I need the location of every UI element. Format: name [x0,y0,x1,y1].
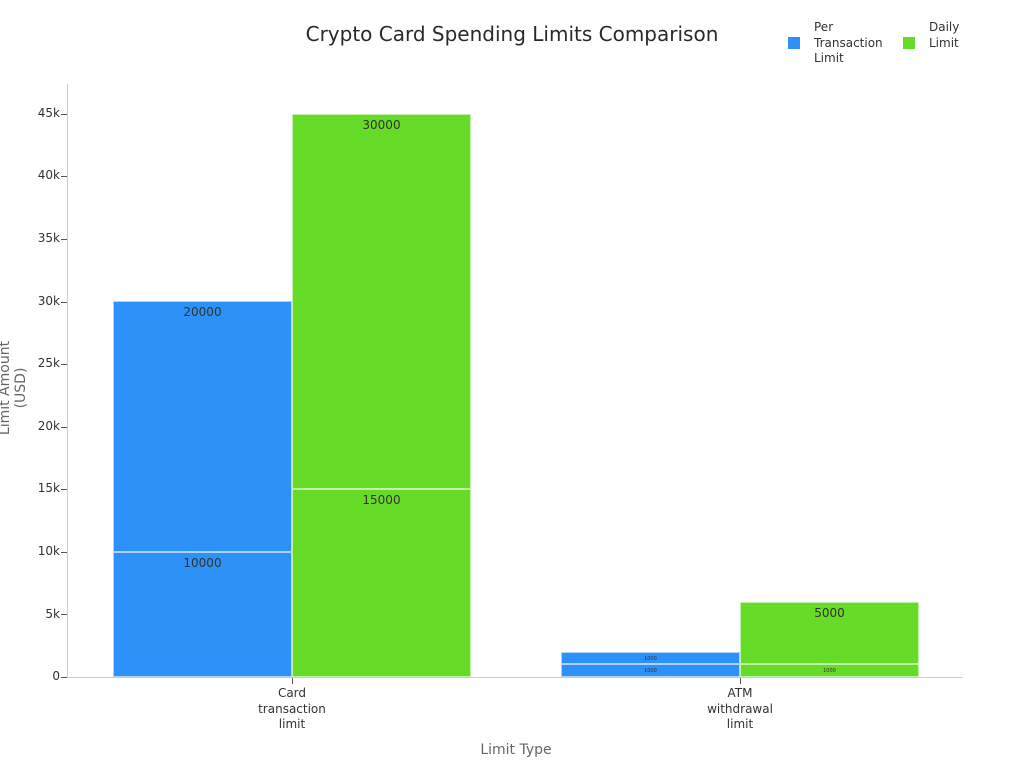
y-tick-mark [61,677,67,678]
y-tick: 15k [37,481,60,495]
y-tick-mark [61,176,67,177]
legend-swatch-green [903,37,915,49]
y-tick: 20k [37,419,60,433]
x-tick-mark [292,678,293,684]
y-tick-mark [61,302,67,303]
legend-label: Daily Limit [929,20,960,50]
y-tick: 0 [52,669,60,683]
legend-swatch-blue [788,37,800,49]
bar-segment-card-daily-2[interactable]: 30000 [292,114,471,489]
bar-segment-atm-per-transaction-1[interactable]: 1000 [561,664,740,677]
y-tick-mark [61,364,67,365]
x-tick-label-atm: ATM withdrawal limit [707,686,773,731]
y-tick: 30k [37,294,60,308]
y-tick-mark [61,552,67,553]
bar-segment-atm-daily-2[interactable]: 5000 [740,602,919,664]
bar-segment-card-per-transaction-2[interactable]: 20000 [113,301,292,552]
y-tick-mark [61,239,67,240]
y-tick: 40k [37,168,60,182]
y-axis-title: Limit Amount (USD) [0,340,29,436]
y-tick-mark [61,427,67,428]
legend-label: Per Transaction Limit [814,20,883,65]
y-tick-mark [61,114,67,115]
bar-segment-card-daily-1[interactable]: 15000 [292,489,471,677]
x-axis-title: Limit Type [480,742,552,758]
y-tick-mark [61,614,67,615]
x-tick-mark [740,678,741,684]
y-tick-mark [61,489,67,490]
legend-item-daily[interactable]: Daily Limit [903,20,1009,51]
legend-item-per-transaction[interactable]: Per Transaction Limit [788,20,894,67]
y-axis-line [67,84,68,678]
bar-segment-atm-daily-1[interactable]: 1000 [740,664,919,677]
x-axis-line [67,677,963,678]
y-tick: 25k [37,356,60,370]
bar-segment-card-per-transaction-1[interactable]: 10000 [113,552,292,677]
x-tick-label-card: Card transaction limit [258,686,326,731]
y-tick: 5k [45,607,60,621]
y-tick: 10k [37,544,60,558]
bar-segment-atm-per-transaction-2[interactable]: 1000 [561,652,740,664]
chart-title: Crypto Card Spending Limits Comparison [305,22,719,46]
y-tick: 35k [37,231,60,245]
y-tick: 45k [37,106,60,120]
